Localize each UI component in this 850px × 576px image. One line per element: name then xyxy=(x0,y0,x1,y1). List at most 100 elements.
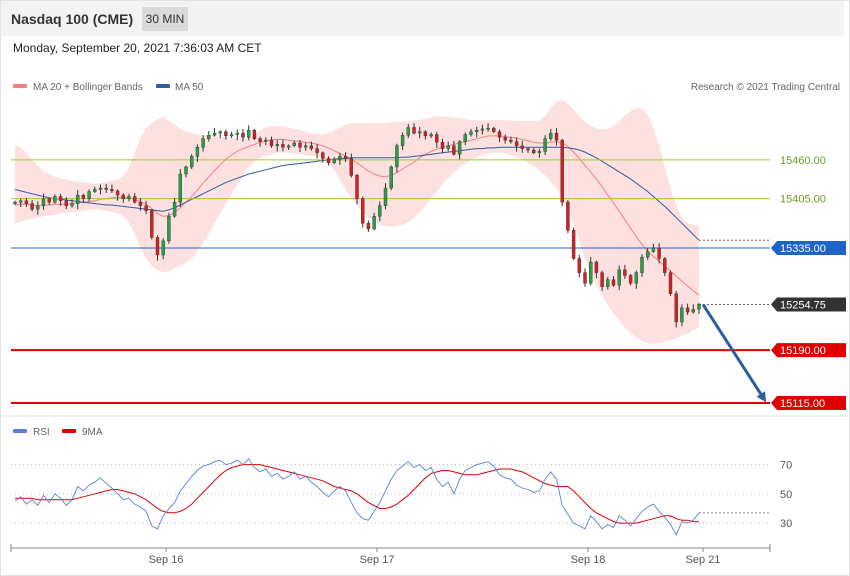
candle xyxy=(509,136,513,144)
price-tag-layer: 15460.00 15405.00 15335.00 15254.75 15190.00… xyxy=(771,155,846,410)
time-label-2: Sep 18 xyxy=(571,554,606,566)
candle xyxy=(218,130,222,139)
rsi-line xyxy=(14,458,700,536)
candle xyxy=(452,140,456,156)
candle xyxy=(514,137,519,152)
candle xyxy=(241,128,245,142)
candle xyxy=(304,142,308,151)
candle xyxy=(93,186,97,193)
candle xyxy=(543,135,547,155)
candle xyxy=(526,147,530,153)
candle xyxy=(332,157,336,165)
candle xyxy=(600,270,604,291)
level-tag-3: 15254.75 xyxy=(771,297,846,312)
candle xyxy=(47,197,51,205)
candle xyxy=(634,270,638,289)
level-tag-bg-2 xyxy=(771,240,846,255)
candle xyxy=(492,126,496,134)
candle xyxy=(235,129,240,141)
timeframe-badge[interactable]: 30 MIN xyxy=(142,7,188,31)
candle xyxy=(606,276,610,290)
candle xyxy=(104,183,108,193)
candle xyxy=(343,152,348,162)
candle xyxy=(520,140,524,153)
candle xyxy=(161,238,165,260)
candle xyxy=(321,151,325,163)
candle xyxy=(264,137,268,146)
candle xyxy=(554,128,559,146)
candle xyxy=(571,227,576,260)
legend-swatch-ma20 xyxy=(13,84,27,88)
price-level-layer xyxy=(11,159,770,404)
level-tag-bg-3 xyxy=(771,297,846,312)
candle xyxy=(19,198,23,208)
candle xyxy=(389,165,393,191)
candle xyxy=(87,189,91,202)
candle xyxy=(64,197,69,210)
chart-header: Nasdaq 100 (CME) 30 MIN xyxy=(1,1,844,36)
candle xyxy=(383,183,388,210)
candle xyxy=(224,129,228,140)
timestamp: Monday, September 20, 2021 7:36:03 AM CE… xyxy=(13,41,262,55)
candle xyxy=(657,243,661,264)
candle xyxy=(560,138,564,207)
candle xyxy=(338,152,342,165)
level-tag-bg-4 xyxy=(771,343,846,358)
candle xyxy=(207,131,211,142)
candle xyxy=(70,199,74,208)
candle xyxy=(150,209,154,240)
rsi-layer: 70 50 30 xyxy=(11,458,792,536)
candle xyxy=(361,196,365,228)
candle xyxy=(406,123,410,139)
candle xyxy=(36,201,40,215)
candle xyxy=(298,140,302,153)
candle xyxy=(628,274,633,286)
candle xyxy=(115,189,120,201)
candle xyxy=(195,144,200,162)
candle xyxy=(132,193,137,204)
research-credit: Research © 2021 Trading Central xyxy=(691,82,840,93)
candle xyxy=(201,135,205,152)
ma50-line xyxy=(14,146,700,241)
candle xyxy=(549,128,553,141)
upper-legend: MA 20 + Bollinger Bands MA 50 xyxy=(13,82,204,93)
candle xyxy=(623,264,627,279)
candle xyxy=(446,141,450,152)
level-tag-2: 15335.00 xyxy=(771,240,846,255)
time-label-3: Sep 21 xyxy=(686,554,721,566)
level-tag-label-2: 15335.00 xyxy=(780,243,826,255)
candle xyxy=(292,140,296,148)
candle xyxy=(668,270,673,296)
candle xyxy=(400,132,405,151)
candle xyxy=(566,200,570,234)
candle xyxy=(503,134,507,144)
candle xyxy=(366,220,371,232)
candle xyxy=(98,184,103,195)
projection-arrow xyxy=(701,303,767,403)
candle xyxy=(457,140,462,160)
level-tag-label-4: 15190.00 xyxy=(780,345,826,357)
candle xyxy=(685,303,690,315)
candle xyxy=(646,247,650,260)
candle xyxy=(349,153,353,178)
candle xyxy=(640,254,644,277)
candle xyxy=(286,144,291,151)
candle xyxy=(674,290,678,328)
candle xyxy=(75,190,80,210)
level-tag-bg-5 xyxy=(771,395,846,410)
candle xyxy=(589,257,593,286)
candle xyxy=(155,235,160,261)
legend-swatch-9ma xyxy=(62,429,76,433)
candle xyxy=(372,212,376,231)
bollinger-band xyxy=(15,100,699,344)
candle xyxy=(178,169,183,208)
candle xyxy=(469,128,473,137)
legend-swatch-ma50 xyxy=(156,84,170,88)
rsi-tick-2: 30 xyxy=(780,518,792,530)
level-tag-label-3: 15254.75 xyxy=(780,299,826,311)
legend-label-ma50: MA 50 xyxy=(175,82,204,93)
time-label-0: Sep 16 xyxy=(149,554,184,566)
level-label-1: 15405.00 xyxy=(780,194,826,206)
candle xyxy=(418,126,422,139)
